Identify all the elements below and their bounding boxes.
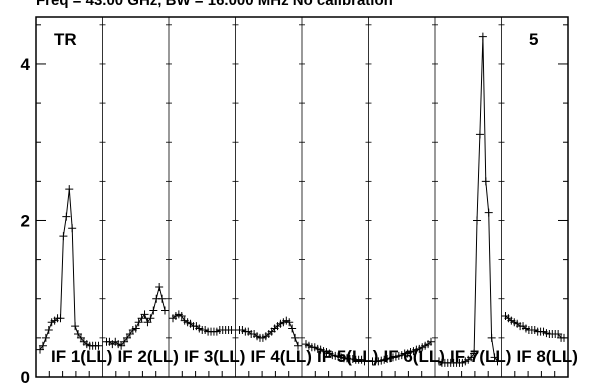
data-point-marker [493,357,502,366]
series-panel [235,316,302,350]
y-tick-label: 2 [21,211,30,230]
data-point-marker [227,326,236,335]
data-point-marker [487,333,496,342]
data-point-marker [294,341,302,350]
panel-labels: IF 1(LL) IF 2(LL) IF 3(LL) IF 4(LL) IF 5(LL)… [51,347,578,366]
series-panel [435,32,502,367]
data-point-marker [478,32,487,41]
data-point-marker [291,333,300,342]
series-line [438,36,498,364]
panel-label: IF 2(LL) [118,347,179,366]
data-point-marker [155,283,164,291]
panel-label: IF 3(LL) [184,347,245,366]
data-point-marker [41,333,50,342]
data-point-marker [44,326,53,335]
series-panel [102,283,169,350]
panel-label: IF 4(LL) [251,347,312,366]
data-point-marker [427,337,435,346]
corner-label-left: TR [54,30,77,49]
data-point-marker [470,349,479,358]
data-point-marker [560,333,568,342]
data-point-marker [481,177,490,186]
panel-label: IF 8(LL) [517,347,578,366]
y-axis: 0 2 4 [21,24,568,387]
data-point-marker [59,232,68,241]
panel-label: IF 1(LL) [51,347,112,366]
data-point-marker [149,306,158,315]
data-point-marker [38,341,47,350]
data-point-marker [285,318,294,327]
data-point-marker [71,322,80,331]
panel-label: IF 5(LL) [317,347,378,366]
data-point-marker [473,216,482,225]
data-point-marker [288,324,297,333]
panel-label: IF 6(LL) [384,347,445,366]
data-point-marker [484,208,493,217]
series-group [36,32,568,367]
corner-label-right: 5 [529,30,538,49]
series-panel [302,340,369,366]
y-tick-label: 4 [21,55,31,74]
y-tick-label: 0 [21,368,30,387]
data-point-marker [161,306,169,315]
data-point-marker [158,294,167,303]
x-axis-ticks [48,371,556,377]
series-line [39,189,99,350]
data-point-marker [68,224,77,233]
chart-title: Freq = 43.00 GHz, BW = 16.000 MHz No cal… [36,0,393,9]
data-point-marker [146,314,155,323]
data-point-marker [177,311,186,320]
series-panel [368,337,435,366]
data-point-marker [475,130,484,139]
data-point-marker [360,357,369,366]
data-point-marker [140,310,149,319]
series-panel [501,311,568,342]
panel-dividers [102,17,502,377]
data-point-marker [131,324,140,333]
data-point-marker [65,185,74,194]
panel-label: IF 7(LL) [450,347,511,366]
data-point-marker [56,314,65,323]
data-point-marker [62,212,71,221]
series-panel [36,185,103,354]
data-point-marker [94,341,103,350]
series-panel [169,310,236,336]
